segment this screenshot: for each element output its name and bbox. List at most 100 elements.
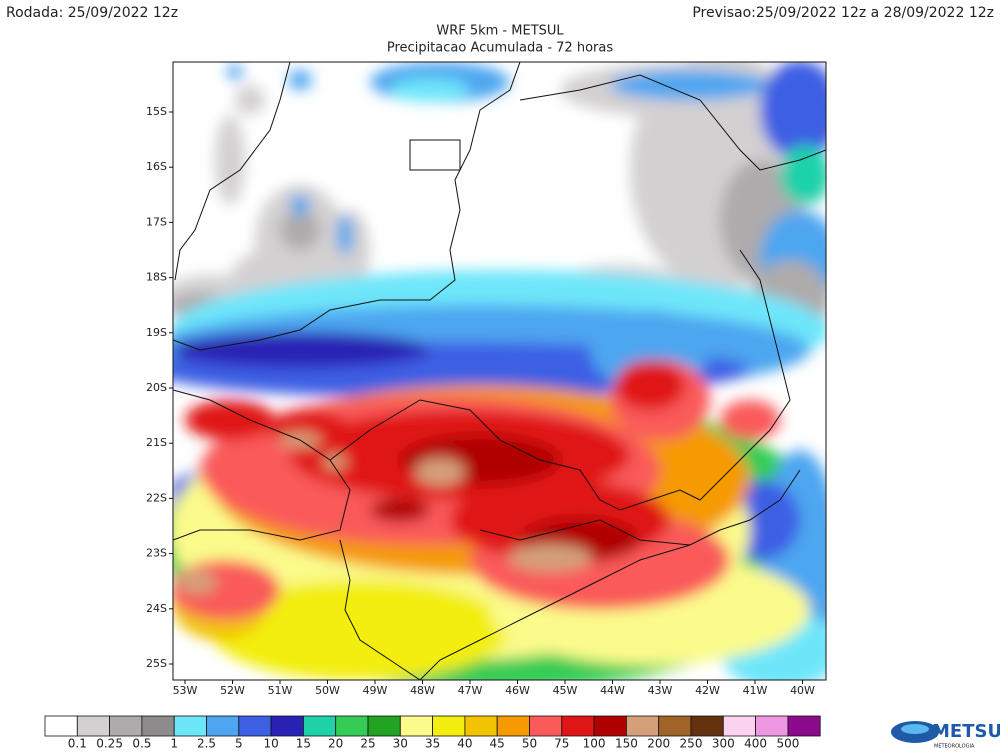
- precip-area: [235, 85, 265, 115]
- precip-area: [227, 64, 243, 80]
- legend-swatch: [432, 715, 466, 737]
- legend-swatch: [109, 715, 143, 737]
- lon-label: 47W: [458, 684, 483, 697]
- logo-icon: [891, 721, 939, 743]
- lat-label: 20S: [146, 381, 167, 394]
- legend-label: 100: [583, 737, 606, 751]
- lat-label: 17S: [146, 215, 167, 228]
- lon-label: 44W: [600, 684, 625, 697]
- legend-swatch: [690, 715, 724, 737]
- legend-swatch: [464, 715, 498, 737]
- precip-area: [177, 570, 217, 594]
- precip-area: [210, 580, 510, 680]
- legend-swatch: [399, 715, 433, 737]
- lon-label: 52W: [220, 684, 245, 697]
- legend-swatch: [335, 715, 369, 737]
- legend-label: 15: [296, 737, 311, 751]
- lat-label: 15S: [146, 105, 167, 118]
- legend-label: 10: [263, 737, 278, 751]
- lon-label: 42W: [695, 684, 720, 697]
- precip-area: [280, 210, 320, 250]
- lon-label: 41W: [743, 684, 768, 697]
- precip-field: [173, 62, 826, 680]
- forecast-period: Previsao:25/09/2022 12z a 28/09/2022 12z: [692, 5, 994, 21]
- borders: [173, 62, 826, 680]
- legend-swatch: [141, 715, 175, 737]
- legend-swatch: [658, 715, 692, 737]
- lon-label: 46W: [505, 684, 530, 697]
- precip-area: [288, 70, 312, 90]
- legend-swatch: [173, 715, 207, 737]
- legend-label: 1: [170, 737, 178, 751]
- legend-label: 75: [554, 737, 569, 751]
- legend-label: 25: [360, 737, 375, 751]
- lon-label: 43W: [648, 684, 673, 697]
- legend-label: 40: [457, 737, 472, 751]
- legend-swatch: [529, 715, 563, 737]
- legend-label: 500: [776, 737, 799, 751]
- precip-area: [185, 400, 275, 440]
- logo-name: METSUL: [932, 721, 1000, 742]
- legend-swatch: [302, 715, 337, 737]
- precip-area: [390, 78, 470, 102]
- precip-area: [290, 195, 310, 215]
- legend-swatch: [593, 715, 627, 737]
- legend-swatch: [626, 715, 660, 737]
- legend-swatch: [722, 715, 756, 737]
- lon-label: 45W: [553, 684, 578, 697]
- precip-blobs: [173, 62, 826, 680]
- legend-swatch: [206, 715, 240, 737]
- run-time: Rodada: 25/09/2022 12z: [6, 5, 178, 21]
- precip-area: [780, 145, 826, 205]
- legend-label: 0.25: [96, 737, 123, 751]
- logo-sub: METEOROLOGIA: [934, 744, 975, 750]
- map-frame: [172, 61, 827, 681]
- lat-label: 24S: [146, 602, 167, 615]
- lon-label: 48W: [410, 684, 435, 697]
- lon-label: 49W: [363, 684, 388, 697]
- precip-area: [323, 454, 347, 470]
- legend-label: 30: [393, 737, 408, 751]
- precip-area: [720, 400, 780, 440]
- map-subtitle: Precipitacao Acumulada - 72 horas: [387, 41, 613, 56]
- precip-area: [508, 544, 592, 572]
- precip-area: [173, 332, 430, 368]
- legend-swatch: [367, 715, 401, 737]
- lat-label: 16S: [146, 160, 167, 173]
- map-title: WRF 5km - METSUL: [436, 24, 564, 39]
- legend-swatch: [76, 715, 111, 737]
- legend-label: 150: [615, 737, 638, 751]
- legend-label: 0.5: [132, 737, 151, 751]
- legend-swatch: [787, 715, 821, 737]
- precip-area: [610, 70, 770, 100]
- legend-swatch: [496, 715, 530, 737]
- precip-area: [215, 115, 245, 205]
- precip-area: [337, 215, 353, 255]
- legend-swatch: [238, 715, 272, 737]
- legend-swatch: [270, 715, 304, 737]
- legend-label: 20: [328, 737, 343, 751]
- legend-label: 50: [522, 737, 537, 751]
- lon-label: 51W: [268, 684, 293, 697]
- legend-label: 2.5: [197, 737, 216, 751]
- lat-label: 21S: [146, 436, 167, 449]
- legend-label: 250: [680, 737, 703, 751]
- lon-label: 40W: [790, 684, 815, 697]
- precip-area: [615, 360, 685, 410]
- precip-area: [370, 498, 430, 522]
- legend-label: 0.1: [68, 737, 87, 751]
- legend-label: 35: [425, 737, 440, 751]
- legend-label: 200: [647, 737, 670, 751]
- lat-label: 25S: [146, 657, 167, 670]
- legend-swatch: [44, 715, 78, 737]
- precip-area: [415, 458, 465, 486]
- precip-area: [760, 62, 826, 160]
- legend-swatch: [561, 715, 595, 737]
- lon-label: 53W: [173, 684, 198, 697]
- legend-label: 300: [712, 737, 735, 751]
- lon-label: 50W: [315, 684, 340, 697]
- lat-label: 19S: [146, 326, 167, 339]
- lat-label: 23S: [146, 547, 167, 560]
